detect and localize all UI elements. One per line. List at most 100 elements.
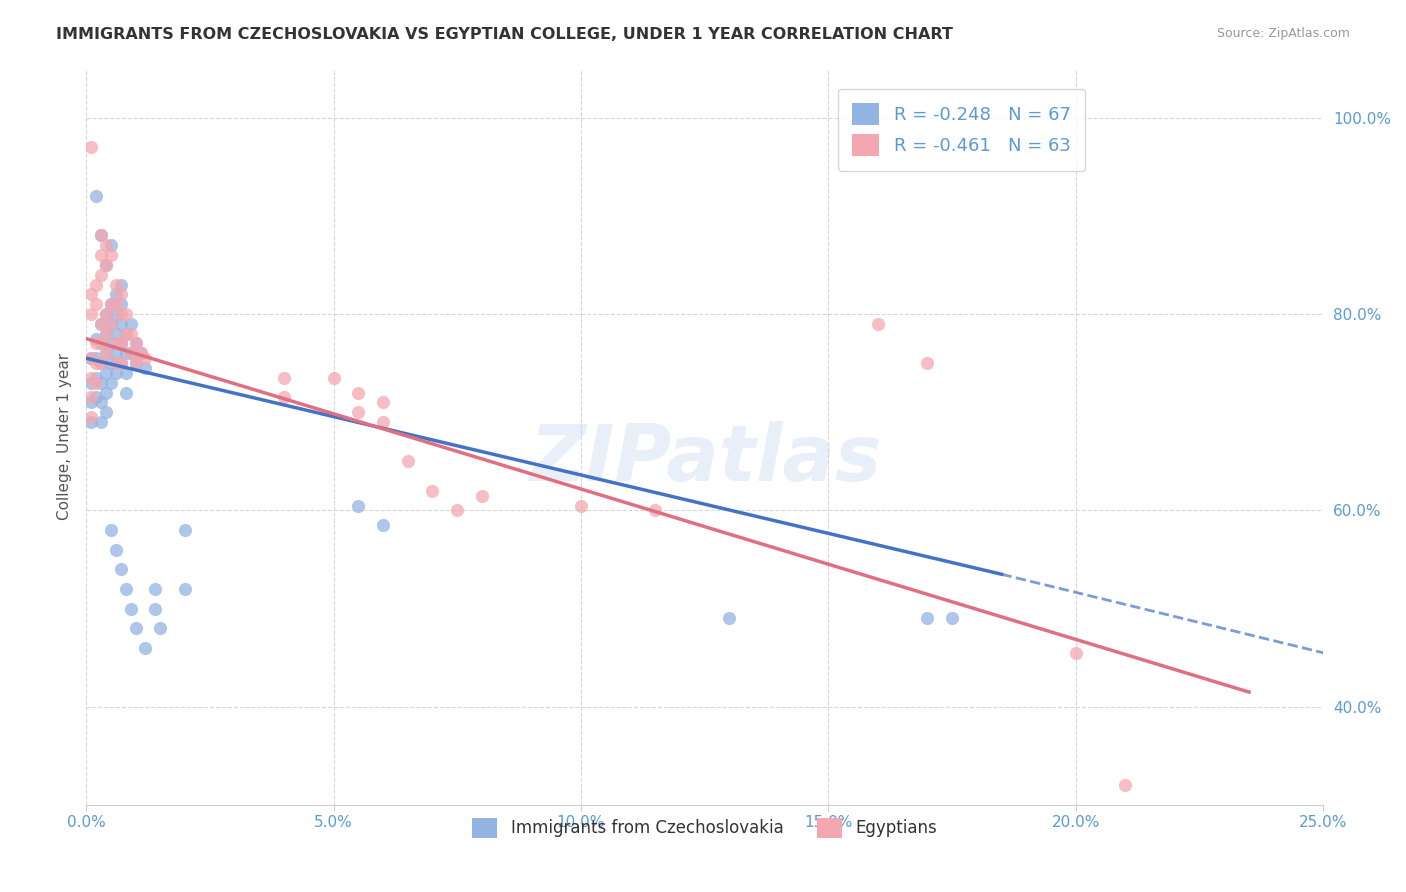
Point bbox=[90, 376, 112, 390]
Point bbox=[94, 326, 117, 341]
Point bbox=[124, 356, 146, 370]
Point bbox=[84, 277, 107, 292]
Point bbox=[94, 258, 117, 272]
Point bbox=[84, 376, 107, 390]
Point bbox=[120, 346, 142, 360]
Point bbox=[273, 371, 295, 385]
Point bbox=[100, 317, 122, 331]
Point bbox=[134, 361, 156, 376]
Point bbox=[120, 317, 142, 331]
Point bbox=[104, 336, 127, 351]
Point bbox=[94, 385, 117, 400]
Point bbox=[446, 503, 468, 517]
Point bbox=[110, 317, 132, 331]
Point bbox=[114, 307, 136, 321]
Point bbox=[110, 356, 132, 370]
Point bbox=[110, 307, 132, 321]
Point bbox=[100, 297, 122, 311]
Point bbox=[84, 356, 107, 370]
Point bbox=[90, 228, 112, 243]
Point bbox=[273, 391, 295, 405]
Point bbox=[84, 332, 107, 346]
Point bbox=[90, 268, 112, 282]
Point bbox=[100, 317, 122, 331]
Point bbox=[80, 415, 103, 429]
Point bbox=[90, 248, 112, 262]
Point bbox=[174, 523, 197, 537]
Point bbox=[90, 336, 112, 351]
Point bbox=[110, 297, 132, 311]
Point bbox=[104, 326, 127, 341]
Point bbox=[100, 376, 122, 390]
Point bbox=[120, 346, 142, 360]
Point bbox=[100, 356, 122, 370]
Point bbox=[110, 336, 132, 351]
Point bbox=[143, 601, 166, 615]
Point bbox=[347, 499, 370, 513]
Point bbox=[569, 499, 592, 513]
Point bbox=[90, 317, 112, 331]
Point bbox=[104, 542, 127, 557]
Point bbox=[110, 356, 132, 370]
Point bbox=[174, 582, 197, 596]
Point bbox=[371, 415, 394, 429]
Point bbox=[347, 405, 370, 419]
Point bbox=[90, 317, 112, 331]
Point bbox=[1064, 646, 1087, 660]
Point bbox=[917, 611, 939, 625]
Point bbox=[941, 611, 963, 625]
Point bbox=[471, 489, 494, 503]
Point bbox=[94, 346, 117, 360]
Point bbox=[347, 385, 370, 400]
Point bbox=[114, 385, 136, 400]
Point bbox=[94, 366, 117, 380]
Point bbox=[84, 189, 107, 203]
Point bbox=[80, 351, 103, 366]
Point bbox=[917, 356, 939, 370]
Point bbox=[124, 336, 146, 351]
Point bbox=[104, 366, 127, 380]
Point bbox=[80, 287, 103, 301]
Point bbox=[322, 371, 344, 385]
Point bbox=[110, 336, 132, 351]
Point bbox=[100, 523, 122, 537]
Point bbox=[94, 405, 117, 419]
Legend: Immigrants from Czechoslovakia, Egyptians: Immigrants from Czechoslovakia, Egyptian… bbox=[465, 811, 943, 845]
Text: IMMIGRANTS FROM CZECHOSLOVAKIA VS EGYPTIAN COLLEGE, UNDER 1 YEAR CORRELATION CHA: IMMIGRANTS FROM CZECHOSLOVAKIA VS EGYPTI… bbox=[56, 27, 953, 42]
Point bbox=[124, 336, 146, 351]
Point bbox=[84, 336, 107, 351]
Point bbox=[80, 140, 103, 154]
Point bbox=[80, 351, 103, 366]
Point bbox=[644, 503, 666, 517]
Point bbox=[100, 238, 122, 252]
Point bbox=[100, 248, 122, 262]
Point bbox=[94, 307, 117, 321]
Point bbox=[80, 371, 103, 385]
Point bbox=[114, 582, 136, 596]
Point bbox=[90, 356, 112, 370]
Point bbox=[84, 297, 107, 311]
Text: ZIPatlas: ZIPatlas bbox=[529, 421, 880, 497]
Point bbox=[114, 366, 136, 380]
Point bbox=[718, 611, 741, 625]
Point bbox=[134, 351, 156, 366]
Point bbox=[371, 395, 394, 409]
Point bbox=[134, 640, 156, 655]
Point bbox=[129, 346, 152, 360]
Point bbox=[100, 297, 122, 311]
Point bbox=[94, 238, 117, 252]
Point bbox=[371, 518, 394, 533]
Point bbox=[114, 326, 136, 341]
Point bbox=[110, 287, 132, 301]
Point bbox=[100, 336, 122, 351]
Point bbox=[84, 351, 107, 366]
Point bbox=[104, 356, 127, 370]
Point bbox=[110, 277, 132, 292]
Point bbox=[866, 317, 889, 331]
Point bbox=[104, 307, 127, 321]
Point bbox=[80, 376, 103, 390]
Point bbox=[80, 307, 103, 321]
Point bbox=[94, 258, 117, 272]
Point bbox=[90, 415, 112, 429]
Point bbox=[104, 346, 127, 360]
